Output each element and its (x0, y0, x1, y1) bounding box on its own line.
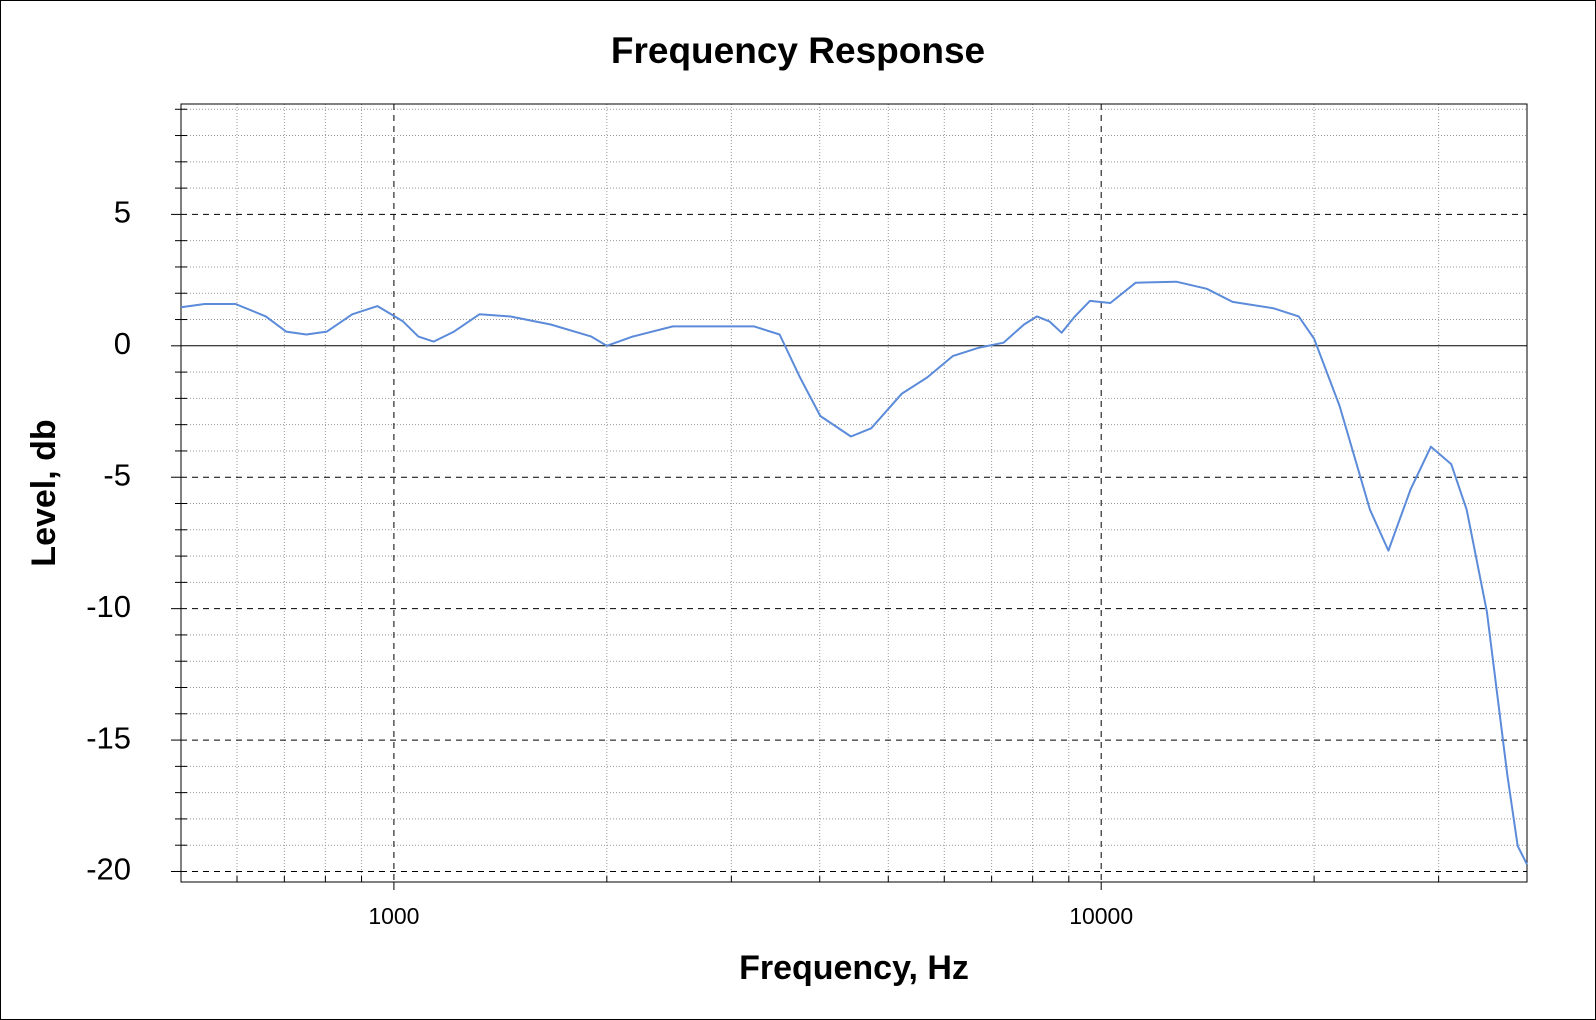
plot-area (181, 104, 1527, 882)
y-tick-label: -15 (86, 720, 131, 755)
y-tick-label: -20 (86, 852, 131, 887)
plot-border (180, 103, 1528, 883)
chart-title: Frequency Response (611, 30, 985, 71)
y-tick-label: 0 (114, 326, 131, 361)
y-tick-label: -5 (103, 457, 131, 492)
response-line (180, 280, 1528, 865)
x-tick-label: 1000 (368, 903, 419, 929)
x-axis-label: Frequency, Hz (739, 949, 969, 987)
y-axis-label: Level, db (25, 419, 63, 566)
x-tick-label: 10000 (1069, 903, 1133, 929)
y-tick-label: -10 (86, 589, 131, 624)
y-tick-label: 5 (114, 195, 131, 230)
